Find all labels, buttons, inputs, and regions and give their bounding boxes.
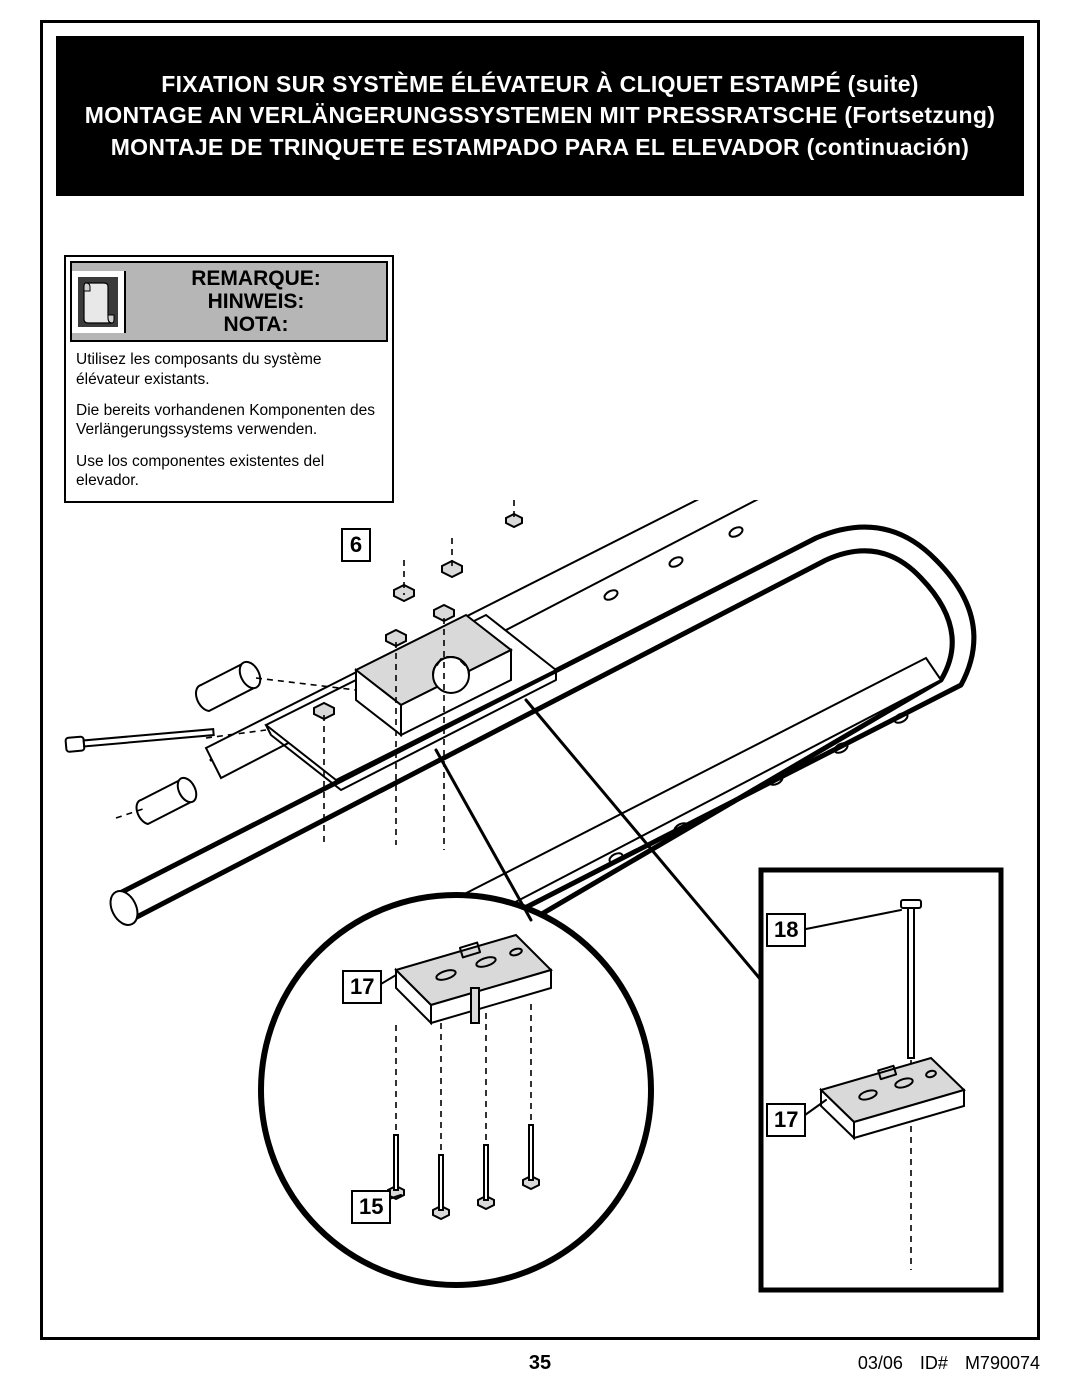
page-number: 35 [529, 1352, 551, 1375]
manual-page: FIXATION SUR SYSTÈME ÉLÉVATEUR À CLIQUET… [0, 0, 1080, 1397]
footer-date: 03/06 [858, 1353, 903, 1373]
callout-17a: 17 [342, 970, 382, 1004]
note-text-de: Die bereits vorhandenen Komponenten des … [76, 401, 382, 440]
title-line-de: MONTAGE AN VERLÄNGERUNGSSYSTEMEN MIT PRE… [85, 100, 995, 131]
note-title-fr: REMARQUE: [126, 267, 386, 290]
note-title-es: NOTA: [126, 313, 386, 336]
callout-6: 6 [341, 528, 371, 562]
note-body: Utilisez les composants du système éléva… [66, 346, 392, 500]
note-text-fr: Utilisez les composants du système éléva… [76, 350, 382, 389]
note-box: REMARQUE: HINWEIS: NOTA: Utilisez les co… [64, 255, 394, 503]
callout-18: 18 [766, 913, 806, 947]
note-header: REMARQUE: HINWEIS: NOTA: [70, 261, 388, 342]
scroll-icon [72, 271, 126, 333]
title-block: FIXATION SUR SYSTÈME ÉLÉVATEUR À CLIQUET… [56, 36, 1024, 196]
note-titles: REMARQUE: HINWEIS: NOTA: [126, 263, 386, 340]
assembly-diagram: .s2{stroke:#000;stroke-width:2;fill:none… [56, 500, 1024, 1330]
title-line-es: MONTAJE DE TRINQUETE ESTAMPADO PARA EL E… [111, 132, 970, 163]
page-footer: 35 03/06 ID# M790074 [40, 1348, 1040, 1378]
title-line-fr: FIXATION SUR SYSTÈME ÉLÉVATEUR À CLIQUET… [161, 69, 919, 100]
note-text-es: Use los componentes existentes del eleva… [76, 452, 382, 491]
footer-id-value: M790074 [965, 1353, 1040, 1373]
callout-17b: 17 [766, 1103, 806, 1137]
footer-id-label: ID# [920, 1353, 948, 1373]
footer-meta: 03/06 ID# M790074 [846, 1353, 1040, 1374]
note-title-de: HINWEIS: [126, 290, 386, 313]
callout-15: 15 [351, 1190, 391, 1224]
